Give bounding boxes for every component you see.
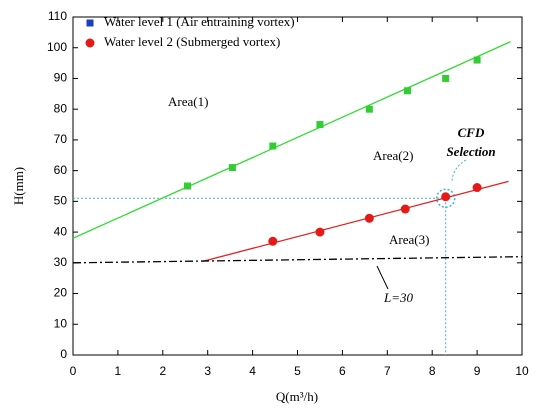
annotation: CFD xyxy=(458,125,485,140)
x-tick-label: 6 xyxy=(339,364,346,378)
x-tick-label: 4 xyxy=(249,364,256,378)
y-tick-label: 80 xyxy=(54,101,68,115)
point xyxy=(442,74,450,82)
point xyxy=(404,87,412,95)
leader-line xyxy=(376,265,389,290)
plot-frame xyxy=(72,16,523,356)
fit-line xyxy=(72,40,512,239)
legend-label: Water level 2 (Submerged vortex) xyxy=(104,34,280,49)
x-tick-label: 7 xyxy=(384,364,391,378)
fit-line xyxy=(203,180,509,262)
legend-label: Water level 1 (Air entraining vortex) xyxy=(104,14,295,29)
point xyxy=(315,227,325,237)
x-axis-label: Q(m³/h) xyxy=(276,389,318,404)
point xyxy=(364,213,374,223)
x-tick-label: 0 xyxy=(70,364,77,378)
fit-line xyxy=(72,256,523,264)
point xyxy=(268,236,278,246)
x-tick-label: 9 xyxy=(474,364,481,378)
y-tick-label: 0 xyxy=(60,347,67,361)
legend-marker xyxy=(86,19,94,27)
leader-line xyxy=(451,159,467,184)
annotation: Area(1) xyxy=(168,94,208,109)
annotation: L=30 xyxy=(383,290,414,305)
x-tick-label: 5 xyxy=(294,364,301,378)
annotation: Area(2) xyxy=(373,148,413,163)
y-tick-label: 30 xyxy=(54,255,68,269)
y-tick-label: 50 xyxy=(54,194,68,208)
x-tick-label: 1 xyxy=(115,364,122,378)
y-tick-label: 100 xyxy=(47,40,67,54)
y-tick-label: 70 xyxy=(54,132,68,146)
point xyxy=(316,121,324,129)
point xyxy=(472,183,482,193)
point xyxy=(473,56,481,64)
point xyxy=(183,182,191,190)
annotation: Selection xyxy=(446,144,495,159)
highlight xyxy=(435,188,456,209)
y-tick-label: 20 xyxy=(54,286,68,300)
point xyxy=(400,204,410,214)
x-tick-label: 3 xyxy=(204,364,211,378)
point xyxy=(228,164,236,172)
point xyxy=(441,192,451,202)
legend-marker xyxy=(85,38,95,48)
y-tick-label: 10 xyxy=(54,316,68,330)
x-tick-label: 2 xyxy=(159,364,166,378)
y-tick-label: 60 xyxy=(54,163,68,177)
y-tick-label: 40 xyxy=(54,224,68,238)
point xyxy=(365,105,373,113)
y-tick-label: 90 xyxy=(54,71,68,85)
point xyxy=(269,142,277,150)
x-tick-label: 8 xyxy=(429,364,436,378)
y-tick-label: 110 xyxy=(48,9,67,23)
x-tick-label: 10 xyxy=(515,364,529,378)
y-axis-label: H(mm) xyxy=(11,167,26,205)
annotation: Area(3) xyxy=(389,232,429,247)
